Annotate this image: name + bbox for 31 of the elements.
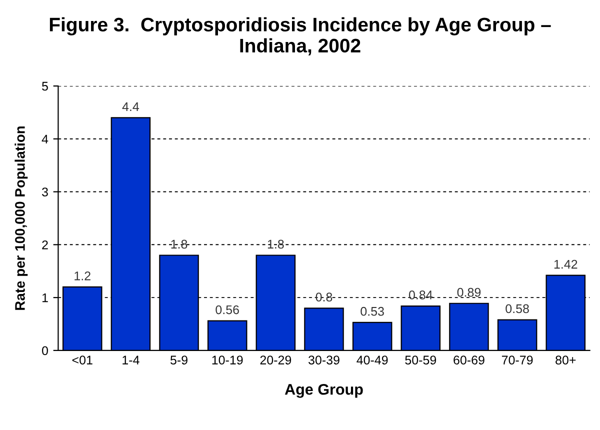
x-tick-label: 70-79 <box>502 356 533 364</box>
y-tick-label: 0 <box>42 346 48 356</box>
data-label: 0.8 <box>316 292 332 302</box>
y-tick-label: 4 <box>42 134 48 144</box>
data-label: 1.42 <box>554 260 578 269</box>
data-label: 4.4 <box>122 102 140 111</box>
x-axis-title: Age Group <box>284 384 363 398</box>
x-tick-label: 80+ <box>556 356 576 364</box>
y-tick-label: 1 <box>42 293 48 302</box>
data-label: 0.53 <box>360 306 384 316</box>
data-label: 0.56 <box>216 305 239 314</box>
x-tick-label: 5-9 <box>170 356 188 364</box>
data-label: 1.2 <box>74 271 90 280</box>
x-tick-label: 40-49 <box>356 356 388 364</box>
data-label: 1.8 <box>268 240 284 249</box>
data-label: 0.89 <box>457 288 481 297</box>
x-tick-label: 1-4 <box>122 356 140 364</box>
x-tick-label: 30-39 <box>308 356 340 364</box>
data-label: 0.84 <box>408 290 432 300</box>
data-label: 0.58 <box>506 304 529 314</box>
y-axis-title: Rate per 100,000 Population <box>14 126 28 310</box>
chart-title: Figure 3. Cryptosporidiosis Incidence by Age Group – Indiana, 2002 <box>50 17 551 56</box>
x-tick-label: <01 <box>72 356 92 364</box>
x-tick-label: 10-19 <box>212 356 243 364</box>
y-tick-label: 2 <box>42 240 48 250</box>
y-tick-label: 5 <box>42 82 48 91</box>
data-label: 1.8 <box>171 240 188 249</box>
x-tick-label: 20-29 <box>260 356 292 364</box>
x-tick-label: 50-59 <box>405 356 436 364</box>
x-tick-label: 60-69 <box>454 356 484 364</box>
y-tick-label: 3 <box>42 188 48 196</box>
